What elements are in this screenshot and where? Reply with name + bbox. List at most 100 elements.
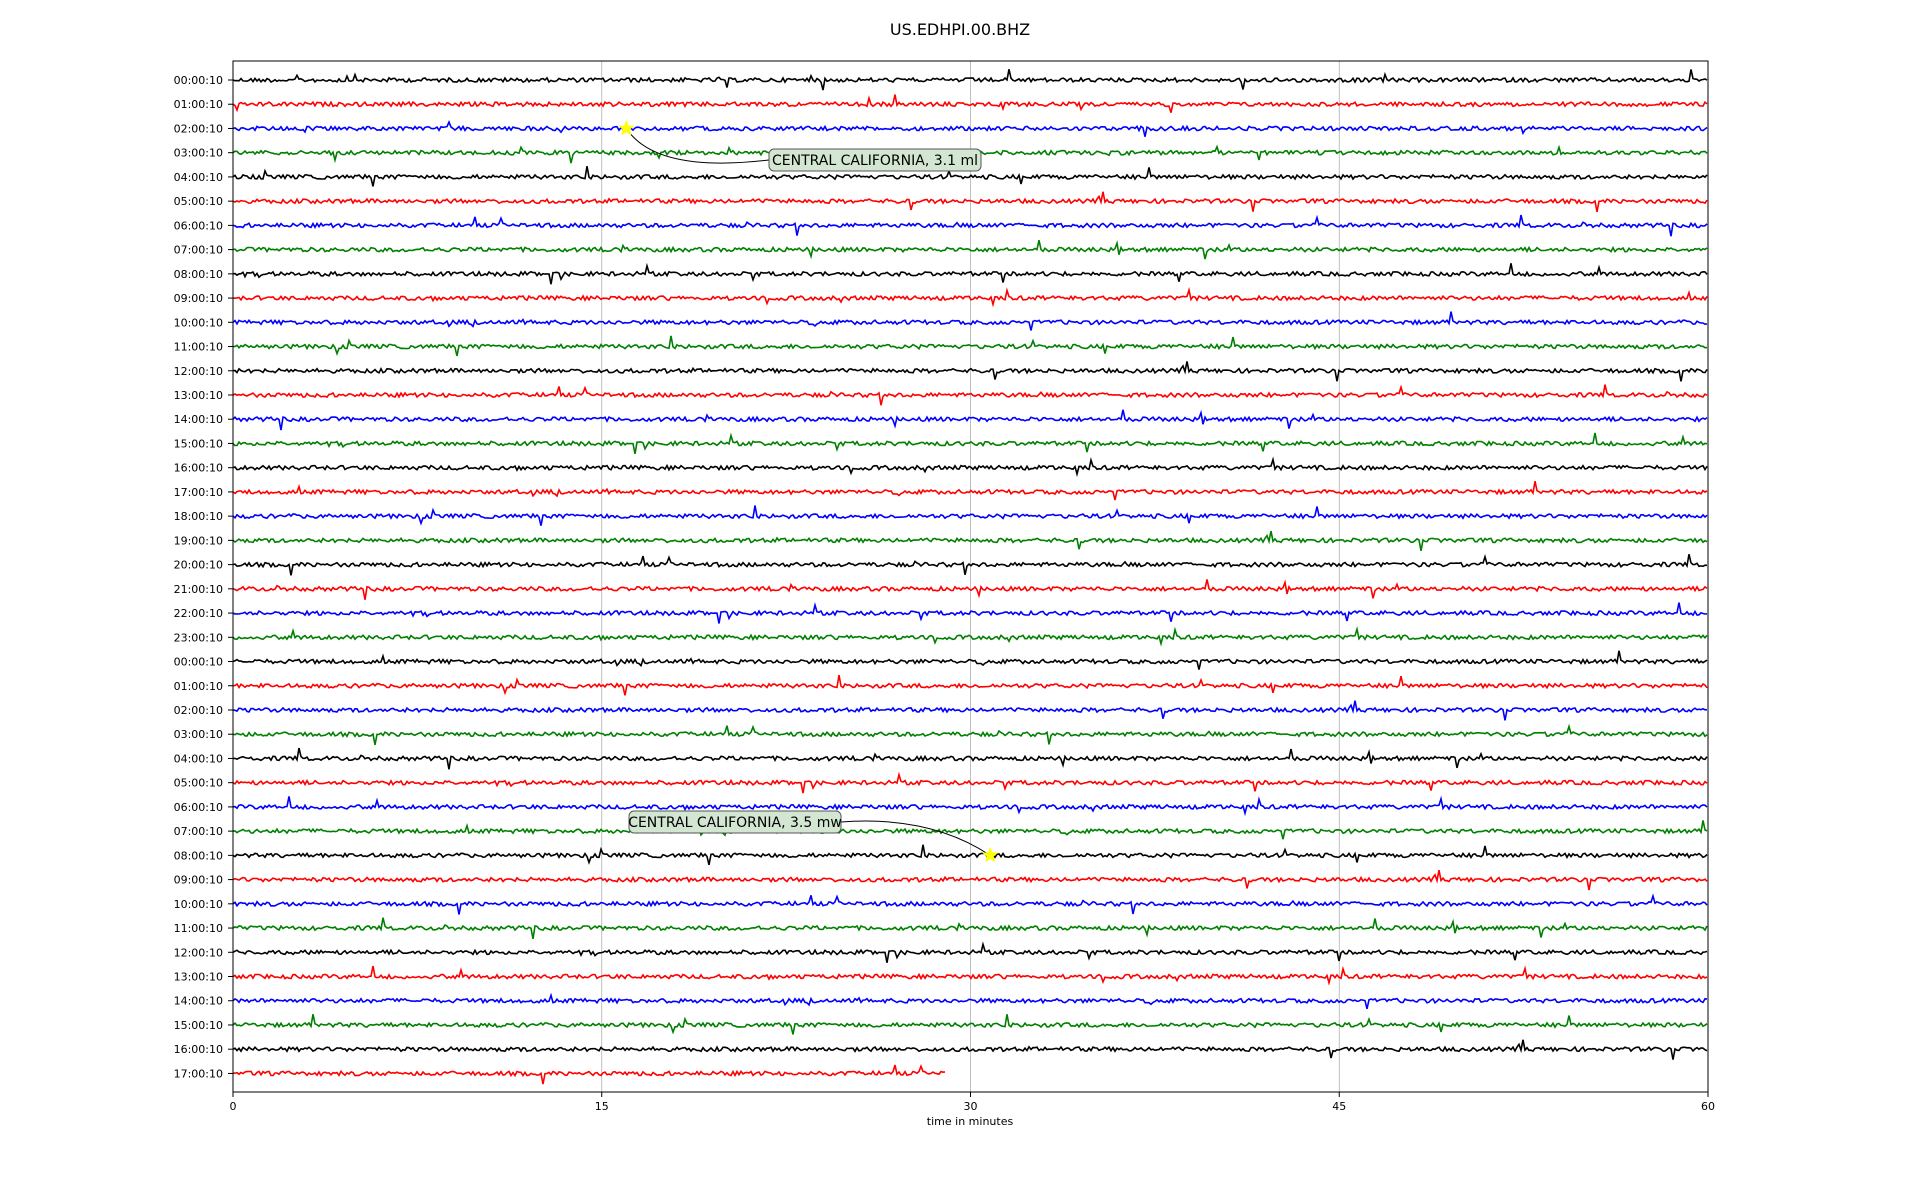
trace-row (232, 481, 1708, 501)
chart-title: US.EDHPI.00.BHZ (890, 20, 1030, 39)
row-label: 03:00:10 (174, 147, 223, 160)
row-label: 11:00:10 (174, 341, 223, 354)
trace-row (232, 432, 1708, 455)
row-label: 22:00:10 (174, 607, 223, 620)
trace-row (232, 1063, 946, 1085)
row-label: 00:00:10 (174, 656, 223, 669)
row-label: 02:00:10 (174, 704, 223, 717)
row-label: 19:00:10 (174, 534, 223, 547)
row-label: 03:00:10 (174, 728, 223, 741)
row-label: 12:00:10 (174, 946, 223, 959)
row-label: 07:00:10 (174, 825, 223, 838)
annotation-box (628, 810, 842, 834)
trace-row (232, 94, 1708, 113)
trace-row (232, 311, 1708, 331)
trace-row (232, 723, 1708, 746)
trace-row (232, 992, 1708, 1009)
row-label: 16:00:10 (174, 462, 223, 475)
trace-row (232, 530, 1708, 551)
row-label: 23:00:10 (174, 631, 223, 644)
row-label: 18:00:10 (174, 510, 223, 523)
trace-row (232, 674, 1708, 696)
trace-row (232, 771, 1708, 794)
trace-row (232, 384, 1708, 406)
event-annotations: CENTRAL CALIFORNIA, 3.1 ml CENTRAL CALIFO… (618, 119, 999, 863)
event-star-marker (618, 119, 635, 136)
row-label: 09:00:10 (174, 874, 223, 887)
trace-row (232, 120, 1708, 137)
row-label: 08:00:10 (174, 268, 223, 281)
annotation-connector (840, 820, 991, 856)
row-label: 00:00:10 (174, 74, 223, 87)
row-label: 12:00:10 (174, 365, 223, 378)
trace-row (233, 747, 1708, 770)
x-tick-label: 45 (1332, 1100, 1346, 1113)
trace-row (232, 553, 1708, 576)
row-label: 21:00:10 (174, 583, 223, 596)
x-tick-label: 15 (595, 1100, 609, 1113)
row-label: 16:00:10 (174, 1043, 223, 1056)
trace-row (232, 456, 1708, 478)
row-label: 05:00:10 (174, 195, 223, 208)
x-axis-label: time in minutes (927, 1115, 1014, 1128)
trace-row (232, 917, 1708, 940)
row-label: 08:00:10 (174, 849, 223, 862)
trace-row (232, 286, 1708, 308)
trace-row (232, 214, 1708, 237)
row-label: 15:00:10 (174, 437, 223, 450)
event-annotation: CENTRAL CALIFORNIA, 3.1 ml (618, 119, 982, 172)
row-label: 07:00:10 (174, 244, 223, 257)
trace-row (232, 650, 1708, 670)
row-label: 13:00:10 (174, 389, 223, 402)
trace-row (232, 795, 1708, 817)
trace-row (232, 965, 1708, 986)
trace-row (232, 262, 1708, 285)
trace-row (232, 870, 1708, 891)
row-label: 15:00:10 (174, 1019, 223, 1032)
trace-row (232, 69, 1708, 91)
trace-rows (232, 69, 1708, 1085)
trace-row (232, 409, 1708, 431)
trace-row (232, 166, 1708, 187)
row-label: 10:00:10 (174, 898, 223, 911)
row-labels: 00:00:10 01:00:10 02:00:10 03:00:10 04:00:10… (174, 74, 233, 1080)
row-label: 14:00:10 (174, 995, 223, 1008)
x-axis-ticks: 0 15 30 45 60 (230, 1092, 1715, 1113)
trace-row (232, 240, 1708, 260)
row-label: 17:00:10 (174, 486, 223, 499)
trace-row (232, 893, 1708, 915)
x-tick-label: 30 (964, 1100, 978, 1113)
trace-row (232, 820, 1708, 840)
trace-row (232, 941, 1708, 963)
row-label: 06:00:10 (174, 801, 223, 814)
row-label: 09:00:10 (174, 292, 223, 305)
trace-row (232, 1039, 1708, 1060)
row-label: 04:00:10 (174, 752, 223, 765)
trace-row (232, 1014, 1708, 1035)
row-label: 01:00:10 (174, 680, 223, 693)
x-tick-label: 60 (1701, 1100, 1715, 1113)
event-star-marker (981, 846, 999, 863)
trace-row (232, 335, 1708, 357)
row-label: 06:00:10 (174, 219, 223, 232)
trace-row (232, 700, 1708, 721)
annotation-label: CENTRAL CALIFORNIA, 3.5 mw (628, 815, 842, 831)
row-label: 13:00:10 (174, 971, 223, 984)
row-label: 10:00:10 (174, 316, 223, 329)
row-label: 04:00:10 (174, 171, 223, 184)
event-annotation: CENTRAL CALIFORNIA, 3.5 mw (628, 810, 999, 863)
vertical-gridlines (601, 61, 1340, 1092)
row-label: 17:00:10 (174, 1067, 223, 1080)
trace-row (232, 626, 1708, 647)
trace-row (232, 505, 1708, 526)
trace-row (232, 191, 1708, 212)
trace-row (232, 602, 1708, 624)
x-tick-label: 0 (230, 1100, 237, 1113)
row-label: 01:00:10 (174, 98, 223, 111)
row-label: 20:00:10 (174, 559, 223, 572)
annotation-connector (625, 128, 770, 164)
trace-row (232, 844, 1708, 866)
trace-row (232, 579, 1708, 600)
row-label: 11:00:10 (174, 922, 223, 935)
